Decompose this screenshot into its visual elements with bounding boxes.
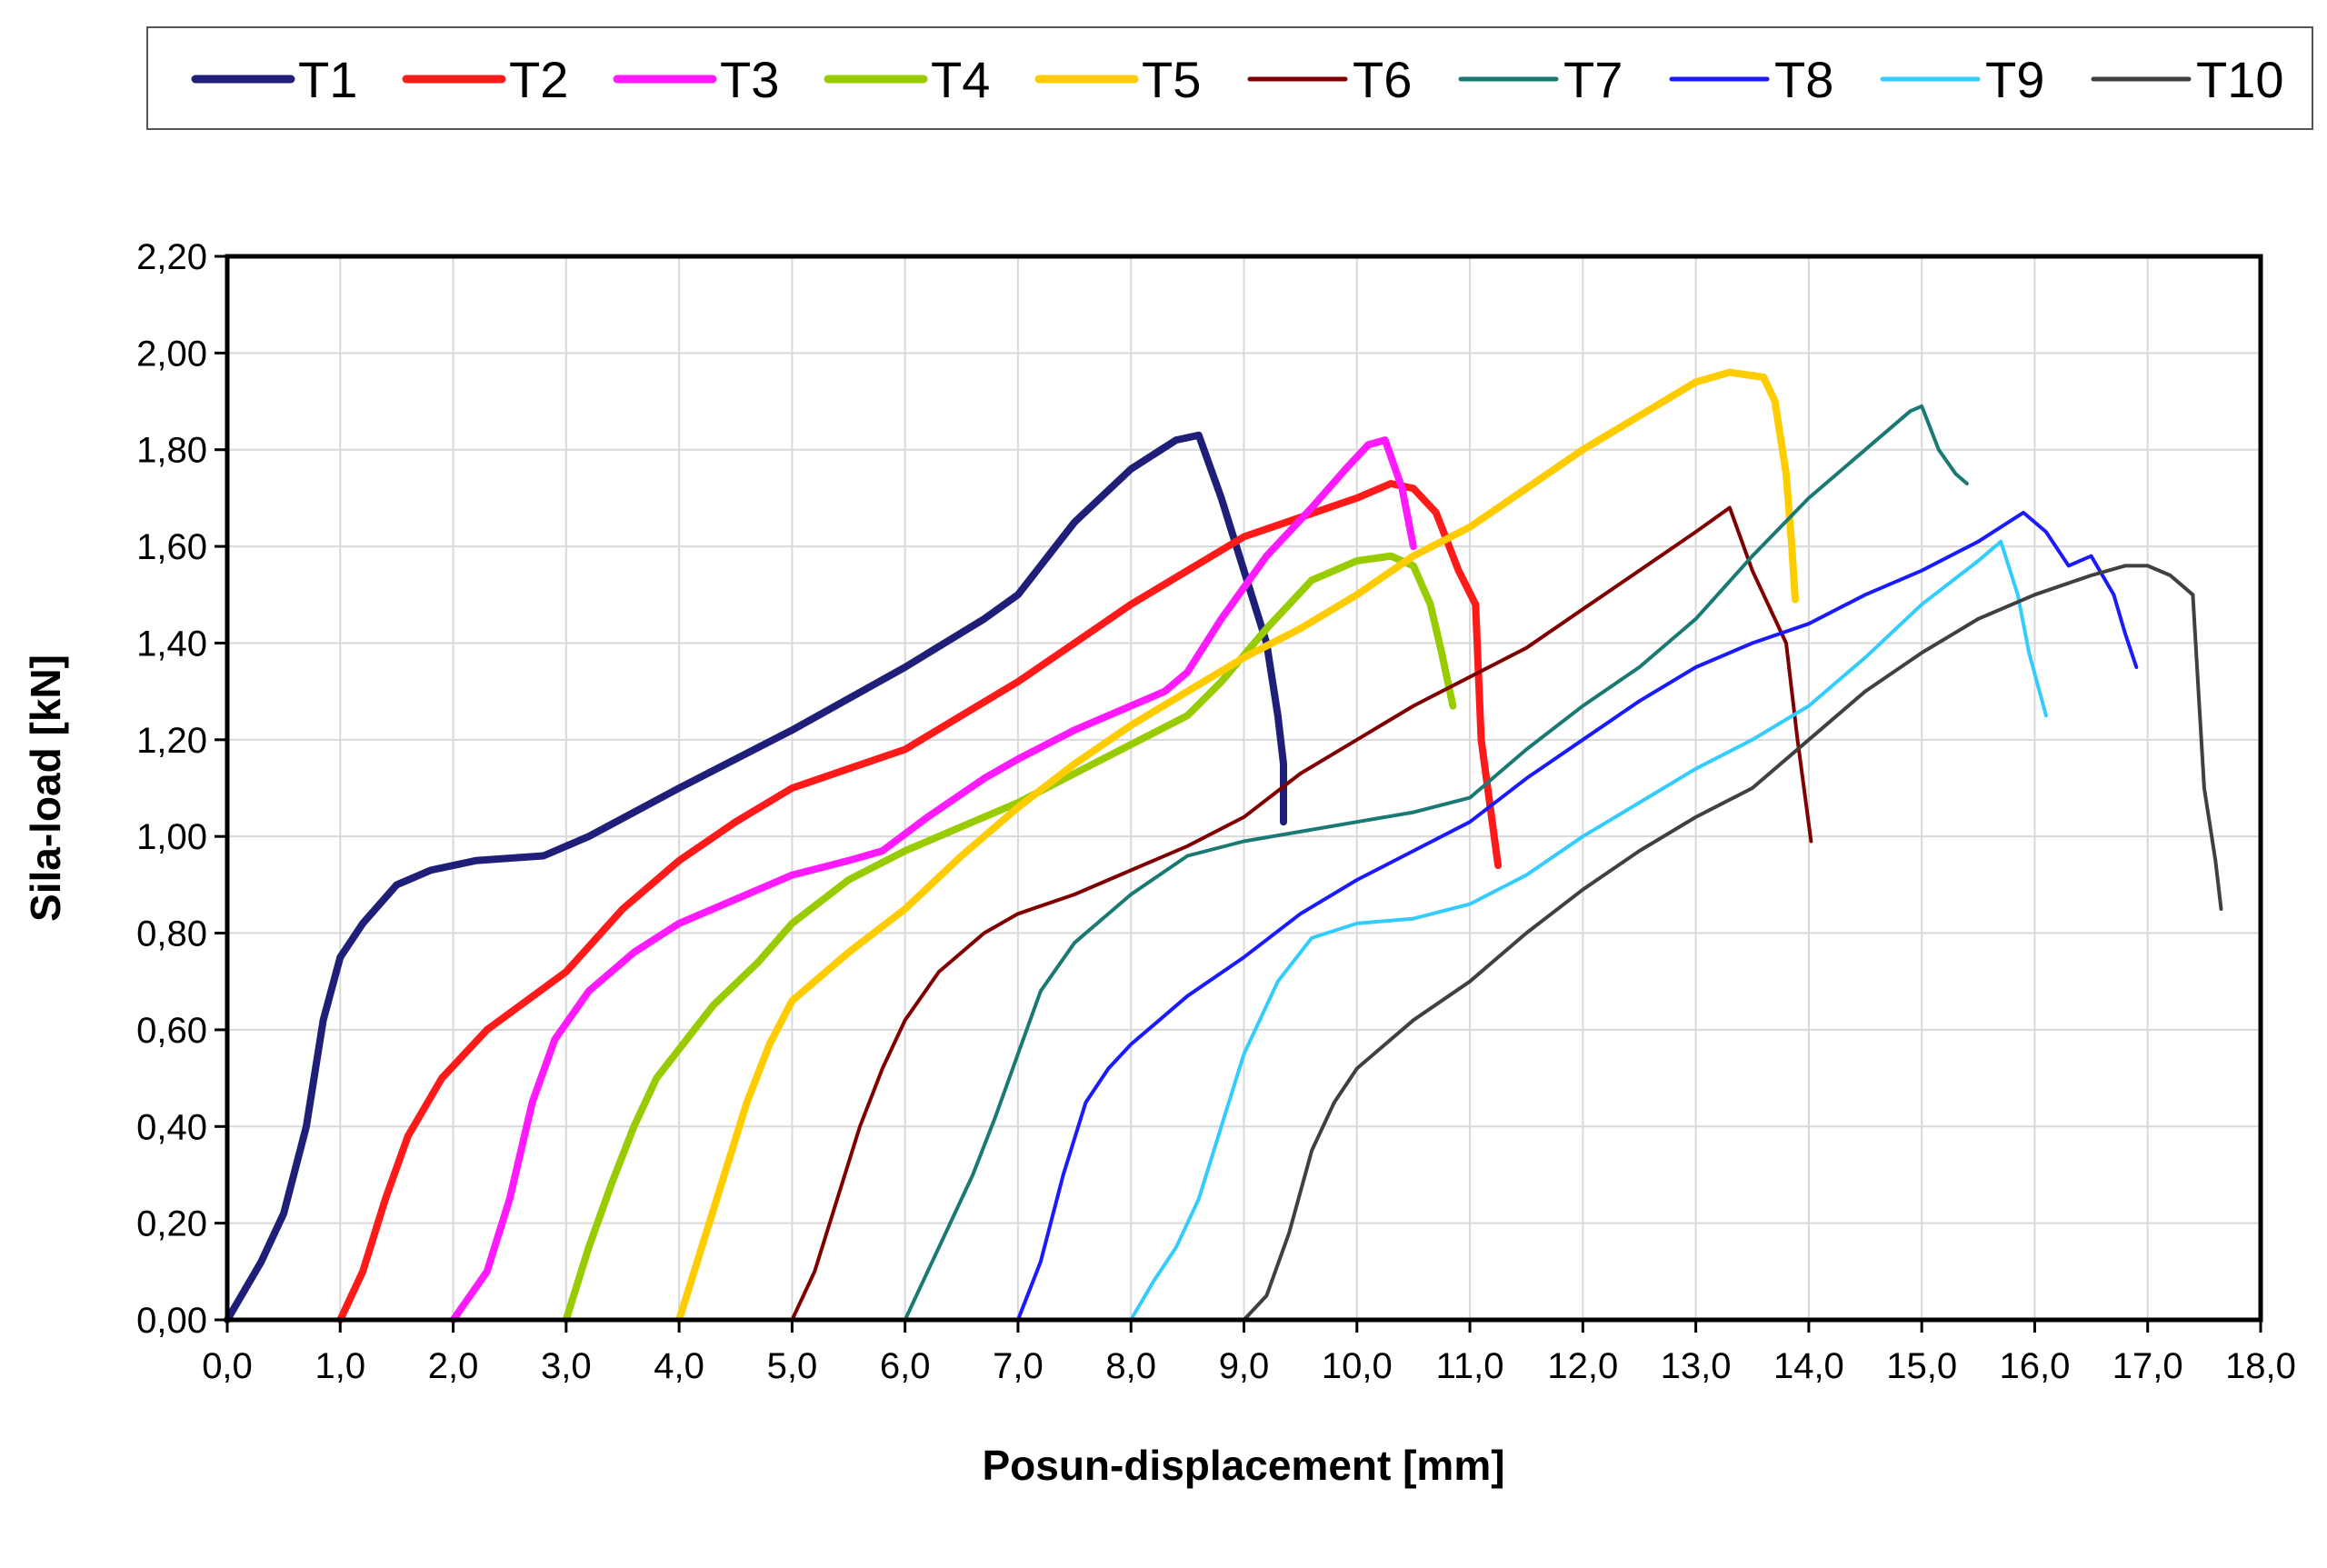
series-line-t10 xyxy=(1242,564,2223,1322)
x-tick-label: 9,0 xyxy=(1219,1346,1270,1386)
series-line-t4 xyxy=(562,552,1457,1323)
y-tick-label: 1,80 xyxy=(136,431,207,471)
x-tick-label: 4,0 xyxy=(654,1346,704,1386)
y-tick-label: 1,60 xyxy=(136,527,207,567)
x-tick-label: 6,0 xyxy=(880,1346,931,1386)
series-line-t7 xyxy=(903,404,1969,1322)
legend-label-t3: T3 xyxy=(720,51,779,108)
gridlines xyxy=(227,256,2261,1320)
x-tick-label: 15,0 xyxy=(1886,1346,1957,1386)
x-tick-label: 3,0 xyxy=(541,1346,592,1386)
legend-label-t2: T2 xyxy=(509,51,568,108)
y-tick-label: 1,00 xyxy=(136,817,207,857)
x-tick-label: 11,0 xyxy=(1436,1346,1504,1386)
series-line-t9 xyxy=(1129,539,2048,1322)
y-tick-label: 1,40 xyxy=(136,624,207,664)
series-line-t2 xyxy=(336,480,1503,1323)
y-tick-label: 2,20 xyxy=(136,237,207,277)
legend-label-t4: T4 xyxy=(931,51,990,108)
series-line-t3 xyxy=(449,436,1417,1323)
x-axis-title: Posun-displacement [mm] xyxy=(982,1442,1504,1489)
x-tick-label: 0,0 xyxy=(202,1346,253,1386)
legend-label-t7: T7 xyxy=(1563,51,1623,108)
legend-label-t10: T10 xyxy=(2196,51,2284,108)
x-tick-label: 5,0 xyxy=(767,1346,818,1386)
x-tick-label: 18,0 xyxy=(2225,1346,2296,1386)
x-tick-label: 17,0 xyxy=(2112,1346,2183,1386)
x-tick-label: 14,0 xyxy=(1773,1346,1844,1386)
legend-label-t9: T9 xyxy=(1985,51,2044,108)
y-tick-label: 2,00 xyxy=(136,334,207,374)
y-tick-label: 1,20 xyxy=(136,721,207,761)
x-tick-label: 1,0 xyxy=(315,1346,365,1386)
y-tick-label: 0,20 xyxy=(136,1204,207,1244)
x-tick-label: 10,0 xyxy=(1322,1346,1393,1386)
y-tick-label: 0,60 xyxy=(136,1011,207,1051)
series-line-t1 xyxy=(224,431,1287,1323)
legend-label-t1: T1 xyxy=(298,51,357,108)
x-tick-label: 7,0 xyxy=(993,1346,1044,1386)
x-tick-label: 8,0 xyxy=(1105,1346,1156,1386)
x-tick-label: 2,0 xyxy=(428,1346,479,1386)
y-axis-title: Sila-load [kN] xyxy=(22,654,69,922)
x-tick-label: 13,0 xyxy=(1661,1346,1732,1386)
x-tick-label: 16,0 xyxy=(2000,1346,2071,1386)
y-tick-label: 0,40 xyxy=(136,1107,207,1147)
series-line-t8 xyxy=(1015,510,2139,1322)
y-tick-label: 0,80 xyxy=(136,914,207,954)
legend: T1 T2 T3 T4 T5 T6 T7 T8 T9 T10 xyxy=(191,51,2284,108)
legend-label-t8: T8 xyxy=(1774,51,1833,108)
x-tick-label: 12,0 xyxy=(1547,1346,1618,1386)
series-lines xyxy=(224,368,2223,1323)
y-tick-label: 0,00 xyxy=(136,1301,207,1341)
legend-label-t6: T6 xyxy=(1353,51,1412,108)
axis-ticks: 0,00 0,20 0,40 0,60 0,80 1,00 1,20 1,40 1,60 1,80… xyxy=(136,237,2296,1386)
series-line-t6 xyxy=(790,505,1813,1322)
series-line-t5 xyxy=(675,368,1799,1323)
legend-label-t5: T5 xyxy=(1142,51,1201,108)
